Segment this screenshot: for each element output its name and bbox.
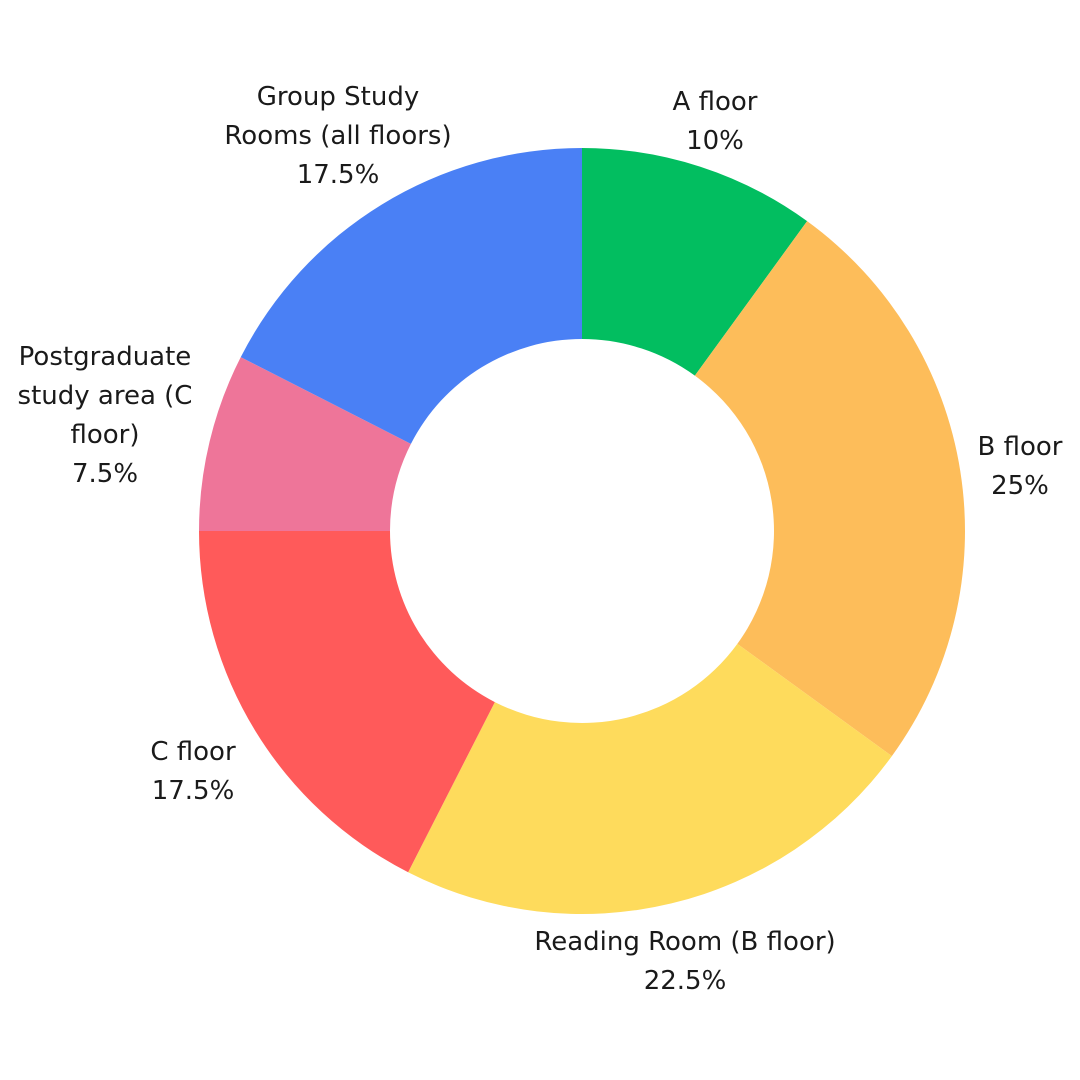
slice-percent-label: 7.5% [72,459,138,489]
donut-slice-5 [199,357,411,531]
slice-name-label: Postgraduate [19,342,192,372]
slice-label-1: A floor 10% [673,87,758,156]
donut-slice-4 [199,531,495,873]
slice-label-4: C floor 17.5% [150,737,236,806]
slice-percent-label: 10% [686,126,744,156]
slice-label-5: Postgraduate study area (C floor) 7.5% [18,342,193,489]
donut-slice-6 [240,148,582,444]
slice-name-label: Reading Room (B floor) [534,927,835,957]
slice-label-3: Reading Room (B floor) 22.5% [534,927,835,996]
slice-label-6: Group Study Rooms (all floors) 17.5% [224,82,451,190]
slice-name-label: A floor [673,87,758,117]
slice-percent-label: 25% [991,471,1049,501]
slice-name-label: floor) [70,420,139,450]
slice-label-2: B floor 25% [978,432,1063,501]
slice-name-label: Rooms (all floors) [224,121,451,151]
slice-name-label: Group Study [257,82,420,112]
slices-group [199,148,965,914]
slice-name-label: B floor [978,432,1063,462]
slice-percent-label: 22.5% [644,966,727,996]
donut-slice-3 [408,643,892,914]
labels-group: A floor 10% B floor 25% Reading Room (B floo… [18,82,1063,996]
donut-slice-1 [582,148,808,376]
slice-percent-label: 17.5% [297,160,380,190]
slice-name-label: C floor [150,737,236,767]
donut-slice-2 [694,221,965,757]
slice-percent-label: 17.5% [152,776,235,806]
slice-name-label: study area (C [18,381,193,411]
